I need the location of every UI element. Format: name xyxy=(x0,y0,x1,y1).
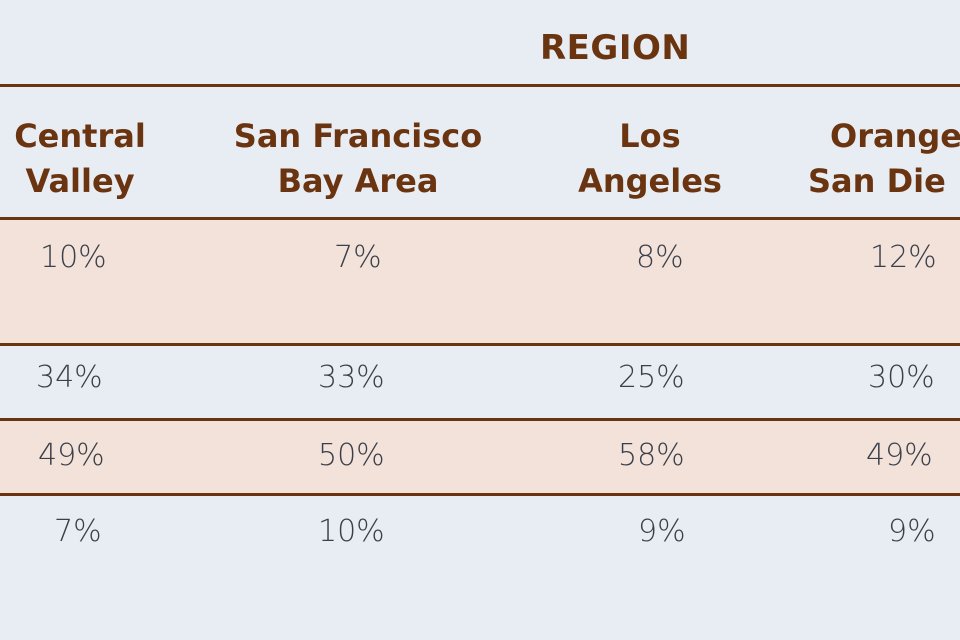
column-header-line1: Orange xyxy=(830,117,960,155)
column-header-los-angeles: Los Angeles xyxy=(560,114,740,214)
column-header-line2: Bay Area xyxy=(277,162,439,200)
table-cell: 7% xyxy=(54,514,102,549)
row-rule xyxy=(0,493,960,496)
column-header-sf-bay-area: San Francisco Bay Area xyxy=(222,114,494,214)
table-cell: 30% xyxy=(868,360,935,395)
table-cell: 12% xyxy=(870,240,937,275)
table-cell: 49% xyxy=(866,438,933,473)
table-cell: 7% xyxy=(334,240,382,275)
column-header-line1: Central xyxy=(14,117,146,155)
column-header-line2: Valley xyxy=(25,162,135,200)
table-cell: 25% xyxy=(618,360,685,395)
table-row-1-background xyxy=(0,220,960,344)
table-row-2-background xyxy=(0,346,960,418)
row-rule xyxy=(0,343,960,346)
table-cell: 8% xyxy=(636,240,684,275)
table-cell: 50% xyxy=(318,438,385,473)
table-row-3-background xyxy=(0,421,960,493)
column-header-line1: Los xyxy=(619,117,681,155)
table-cell: 10% xyxy=(318,514,385,549)
column-header-central-valley: Central Valley xyxy=(0,114,160,214)
row-rule xyxy=(0,217,960,220)
table-row-4-background xyxy=(0,496,960,568)
table-cell: 34% xyxy=(36,360,103,395)
column-header-line1: San Francisco xyxy=(233,117,483,155)
column-header-line2: San Die xyxy=(808,162,946,200)
table-cell: 10% xyxy=(40,240,107,275)
header-top-rule xyxy=(0,84,960,87)
table-cell: 9% xyxy=(638,514,686,549)
table-cell: 58% xyxy=(618,438,685,473)
column-header-orange-san-diego: Orange San Die xyxy=(808,114,960,214)
row-rule xyxy=(0,418,960,421)
table-cell: 49% xyxy=(38,438,105,473)
column-header-line2: Angeles xyxy=(578,162,722,200)
table-cell: 33% xyxy=(318,360,385,395)
region-header: REGION xyxy=(540,28,691,68)
table-cell: 9% xyxy=(888,514,936,549)
